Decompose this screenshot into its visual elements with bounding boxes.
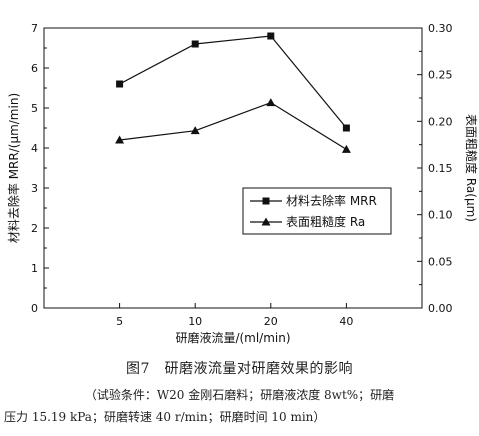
right-tick-label: 0.30 bbox=[428, 22, 453, 35]
data-point-triangle bbox=[341, 144, 351, 153]
right-tick-label: 0.20 bbox=[428, 115, 453, 128]
x-tick-label: 40 bbox=[339, 315, 353, 328]
left-tick-label: 4 bbox=[31, 142, 38, 155]
left-axis-title: 材料去除率 MRR/(μm/min) bbox=[6, 93, 21, 243]
left-axis-ticks: 0 1 2 3 4 5 6 7 bbox=[31, 22, 49, 315]
left-tick-label: 3 bbox=[31, 182, 38, 195]
legend-label-mrr: 材料去除率 MRR bbox=[286, 193, 377, 208]
left-tick-label: 0 bbox=[31, 302, 38, 315]
data-point-square bbox=[191, 40, 199, 48]
legend-box bbox=[242, 187, 392, 235]
x-axis-title: 研磨液流量/(ml/min) bbox=[175, 330, 290, 345]
x-tick-label: 10 bbox=[188, 315, 202, 328]
series-layer bbox=[115, 32, 351, 153]
x-axis-ticks: 5 10 20 40 bbox=[116, 303, 353, 328]
left-tick-label: 5 bbox=[31, 102, 38, 115]
right-tick-label: 0.15 bbox=[428, 162, 453, 175]
figure-caption-note-1: （试验条件：W20 金刚石磨料；研磨液浓度 8wt%；研磨 bbox=[84, 388, 395, 402]
figure-caption-title: 图7 研磨液流量对研磨效果的影响 bbox=[126, 361, 353, 377]
right-axis-ticks: 0.00 0.05 0.10 0.15 0.20 0.25 0.30 bbox=[417, 22, 453, 315]
series-line-1 bbox=[119, 102, 347, 150]
data-point-triangle bbox=[266, 98, 276, 107]
right-tick-label: 0.25 bbox=[428, 69, 453, 82]
data-point-triangle bbox=[115, 135, 125, 144]
right-tick-label: 0.10 bbox=[428, 209, 453, 222]
figure-caption-note-2: 压力 15.19 kPa；研磨转速 40 r/min；研磨时间 10 min） bbox=[4, 410, 326, 424]
x-tick-label: 20 bbox=[264, 315, 278, 328]
plot-frame bbox=[43, 27, 423, 309]
data-point-square bbox=[116, 80, 124, 88]
left-tick-label: 2 bbox=[31, 222, 38, 235]
legend-marker-triangle bbox=[261, 217, 271, 226]
left-tick-label: 7 bbox=[31, 22, 38, 35]
left-tick-label: 1 bbox=[31, 262, 38, 275]
data-point-triangle bbox=[190, 126, 200, 135]
series-line-0 bbox=[119, 35, 347, 129]
right-axis-title: 表面粗糙度 Ra(μm) bbox=[464, 114, 479, 222]
x-tick-label: 5 bbox=[116, 315, 123, 328]
chart: 0 1 2 3 4 5 6 7 0.00 0.05 0.10 0.15 0.20 0.25 0.30 5 1… bbox=[6, 22, 479, 345]
data-point-square bbox=[267, 32, 275, 40]
data-point-square bbox=[342, 124, 350, 132]
left-tick-label: 6 bbox=[31, 62, 38, 75]
right-tick-label: 0.00 bbox=[428, 302, 453, 315]
legend: 材料去除率 MRR 表面粗糙度 Ra bbox=[242, 187, 392, 235]
right-tick-label: 0.05 bbox=[428, 255, 453, 268]
legend-label-ra: 表面粗糙度 Ra bbox=[286, 214, 365, 229]
legend-marker-square bbox=[262, 197, 270, 205]
